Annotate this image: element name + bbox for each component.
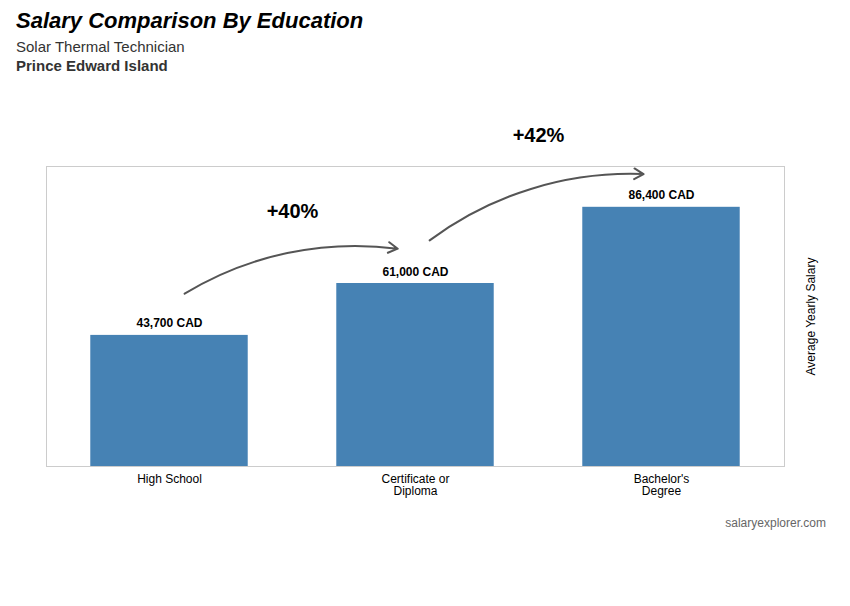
svg-text:+42%: +42% [513, 124, 565, 146]
svg-text:High School: High School [137, 472, 202, 486]
svg-text:+40%: +40% [267, 200, 319, 222]
svg-text:86,400 CAD: 86,400 CAD [628, 188, 694, 202]
svg-text:Average Yearly Salary: Average Yearly Salary [804, 258, 818, 376]
html-text:Prince Edward Island: Prince Edward Island [16, 57, 168, 74]
html-text:salaryexplorer.com: salaryexplorer.com [725, 516, 826, 530]
svg-text:Certificate orDiploma: Certificate orDiploma [381, 472, 449, 498]
svg-text:Bachelor'sDegree: Bachelor'sDegree [634, 472, 690, 498]
svg-text:61,000 CAD: 61,000 CAD [382, 265, 448, 279]
html-text:Solar Thermal Technician: Solar Thermal Technician [16, 38, 185, 55]
svg-text:43,700 CAD: 43,700 CAD [136, 316, 202, 330]
html-text:Salary Comparison By Education: Salary Comparison By Education [16, 8, 364, 33]
